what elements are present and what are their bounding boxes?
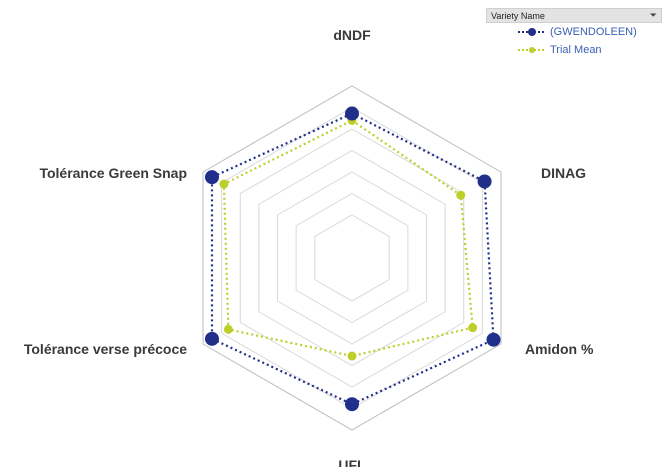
grid-ring [202,85,502,431]
data-point-trial-mean[interactable] [347,351,357,361]
data-point-gwendoleen[interactable] [204,331,219,346]
legend-title: Variety Name [491,10,545,21]
data-point-gwendoleen[interactable] [486,332,501,347]
axis-label: DINAG [541,165,586,181]
filter-icon[interactable]: ⏷ [649,10,657,21]
grid-ring [277,171,427,345]
legend-item-gwendoleen[interactable]: (GWENDOLEEN) [518,23,662,41]
grid-ring [221,106,483,410]
legend-item-trial-mean[interactable]: Trial Mean [518,41,662,59]
data-point-trial-mean[interactable] [456,190,466,200]
axis-label: Amidon % [525,341,594,357]
data-point-trial-mean[interactable] [223,324,233,334]
legend-marker-trial-mean [518,47,546,53]
legend-label-trial-mean: Trial Mean [550,44,602,56]
legend-label-gwendoleen: (GWENDOLEEN) [550,26,637,38]
grid-ring [258,149,446,367]
legend: Variety Name ⏷ (GWENDOLEEN) Trial Mean [486,8,662,66]
grid-ring [295,192,409,324]
grid-ring [239,128,465,388]
data-point-trial-mean[interactable] [219,179,229,189]
series-line-gwendoleen [210,112,495,406]
data-point-trial-mean[interactable] [468,323,478,333]
axis-label: UFL [338,457,366,467]
axis-label: dNDF [333,27,371,43]
data-point-gwendoleen[interactable] [345,106,359,121]
data-point-gwendoleen[interactable] [345,397,359,412]
legend-header[interactable]: Variety Name ⏷ [486,8,662,23]
data-point-gwendoleen[interactable] [477,174,492,189]
axis-label: Tolérance verse précoce [24,341,187,357]
data-point-gwendoleen[interactable] [204,170,219,185]
legend-marker-gwendoleen [518,28,546,36]
axis-label: Tolérance Green Snap [39,165,187,181]
grid-ring [314,214,390,302]
